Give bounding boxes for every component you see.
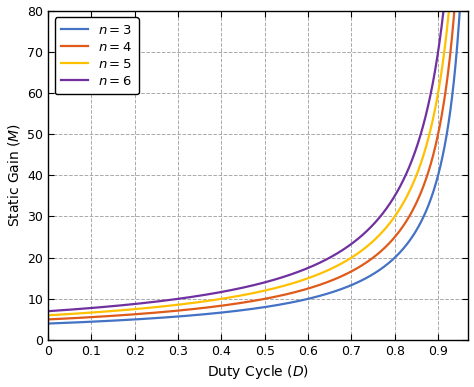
- $n = 4$: [52, 317, 58, 322]
- $n = 6$: [154, 299, 159, 304]
- Legend: $n = 3$, $n = 4$, $n = 5$, $n = 6$: $n = 3$, $n = 4$, $n = 5$, $n = 6$: [55, 17, 139, 94]
- $n = 4$: [74, 316, 80, 320]
- X-axis label: Duty Cycle ($D$): Duty Cycle ($D$): [207, 363, 310, 382]
- $n = 6$: [441, 8, 447, 13]
- $n = 5$: [446, 9, 452, 14]
- $n = 5$: [356, 251, 361, 255]
- $n = 4$: [45, 317, 51, 322]
- Line: $n = 4$: $n = 4$: [48, 11, 454, 319]
- $n = 6$: [137, 301, 143, 306]
- Line: $n = 3$: $n = 3$: [48, 11, 460, 324]
- Line: $n = 5$: $n = 5$: [48, 11, 449, 315]
- $n = 4$: [78, 315, 84, 320]
- $n = 5$: [45, 313, 51, 318]
- $n = 3$: [136, 317, 141, 322]
- $n = 6$: [381, 210, 386, 215]
- $n = 4$: [451, 9, 457, 14]
- $n = 4$: [174, 308, 180, 313]
- $n = 5$: [242, 292, 248, 297]
- $n = 3$: [123, 318, 128, 322]
- $n = 5$: [303, 277, 309, 281]
- Y-axis label: Static Gain ($M$): Static Gain ($M$): [6, 123, 21, 227]
- $n = 6$: [45, 309, 51, 313]
- $n = 3$: [452, 69, 458, 74]
- $n = 4$: [332, 277, 338, 281]
- $n = 3$: [328, 290, 333, 295]
- $n = 3$: [238, 308, 244, 313]
- Line: $n = 6$: $n = 6$: [48, 10, 444, 311]
- $n = 6$: [403, 172, 409, 176]
- $n = 3$: [45, 321, 51, 326]
- $n = 4$: [426, 169, 431, 174]
- $n = 5$: [55, 312, 61, 317]
- $n = 6$: [389, 199, 394, 204]
- $n = 6$: [105, 304, 111, 309]
- $n = 5$: [95, 310, 100, 315]
- $n = 3$: [309, 296, 314, 300]
- $n = 3$: [457, 9, 463, 13]
- $n = 5$: [104, 309, 109, 314]
